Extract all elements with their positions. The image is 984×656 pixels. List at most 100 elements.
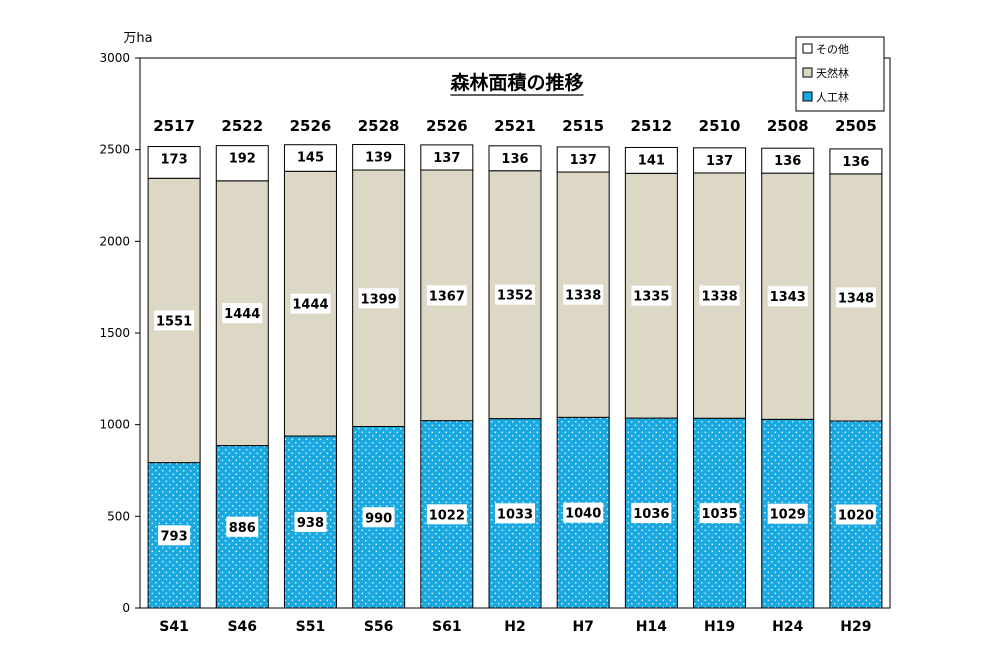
value-label-box xyxy=(222,303,263,324)
value-label: 1029 xyxy=(770,508,806,523)
value-label-box xyxy=(703,149,736,170)
x-tick-label: H19 xyxy=(704,619,735,635)
total-label: 2512 xyxy=(630,117,672,135)
x-tick-label: H14 xyxy=(636,619,667,635)
value-label-box xyxy=(499,147,531,168)
value-label-box xyxy=(426,285,467,306)
value-label-box xyxy=(154,310,195,331)
total-label: 2526 xyxy=(426,117,468,135)
value-label-box xyxy=(226,516,259,537)
value-label-box xyxy=(362,146,395,167)
legend-label: 天然林 xyxy=(816,66,849,80)
bars xyxy=(147,144,883,609)
value-label-box xyxy=(635,149,668,170)
value-label-box xyxy=(839,150,872,171)
x-tick-label: H7 xyxy=(572,619,593,635)
value-label: 1338 xyxy=(565,289,601,304)
y-tick-label: 3000 xyxy=(99,51,130,65)
value-label: 1444 xyxy=(224,307,260,322)
total-label: 2528 xyxy=(358,117,400,135)
total-label: 2517 xyxy=(153,117,195,135)
value-label: 137 xyxy=(433,151,460,166)
value-label: 1335 xyxy=(633,290,669,305)
value-label: 886 xyxy=(229,521,256,536)
total-label: 2515 xyxy=(562,117,604,135)
y-axis-unit-label: 万ha xyxy=(123,31,152,46)
legend-swatch xyxy=(802,67,813,78)
value-label-box xyxy=(699,503,740,524)
total-label: 2505 xyxy=(835,117,877,135)
value-label-box xyxy=(835,287,876,308)
value-label: 1348 xyxy=(838,291,874,306)
value-label-box xyxy=(290,293,331,314)
value-label-box xyxy=(495,284,535,305)
value-label: 136 xyxy=(842,155,869,170)
y-tick-label: 2500 xyxy=(99,143,130,157)
value-label: 136 xyxy=(501,152,528,167)
x-tick-label: H2 xyxy=(504,619,525,635)
value-label: 1551 xyxy=(156,314,192,329)
value-label-box xyxy=(158,525,191,546)
value-label: 139 xyxy=(365,151,392,166)
value-label-box xyxy=(430,146,463,167)
value-label-box xyxy=(495,503,535,524)
value-label: 1022 xyxy=(429,508,465,523)
value-label: 136 xyxy=(774,154,801,169)
total-label: 2521 xyxy=(494,117,536,135)
value-label-box xyxy=(631,285,672,306)
y-tick-label: 500 xyxy=(107,509,130,523)
y-tick-label: 1000 xyxy=(99,418,130,432)
value-label-box xyxy=(362,507,395,528)
value-label-box xyxy=(567,148,600,169)
legend-label: 人工林 xyxy=(816,90,849,104)
value-label-box xyxy=(563,502,604,523)
x-tick-label: S61 xyxy=(432,619,462,635)
x-tick-label: S56 xyxy=(364,619,394,635)
x-tick-label: S41 xyxy=(159,619,189,635)
value-label-box xyxy=(158,148,191,169)
x-tick-label: S51 xyxy=(296,619,326,635)
chart-title: 森林面積の推移 xyxy=(450,71,584,96)
value-label: 1444 xyxy=(292,298,328,313)
value-label: 173 xyxy=(161,153,188,168)
y-tick-label: 2000 xyxy=(99,234,130,248)
value-label: 192 xyxy=(229,152,256,167)
total-label: 2526 xyxy=(290,117,332,135)
legend-swatch xyxy=(802,43,813,54)
value-label: 990 xyxy=(365,511,392,526)
x-tick-label: S46 xyxy=(227,619,257,635)
y-tick-label: 0 xyxy=(122,601,130,615)
chart-title-text: 森林面積の推移 xyxy=(450,71,583,94)
value-label-box xyxy=(426,504,467,525)
data-labels: 793 1551 173 2517 886 1444 192 2522 938 1444 145 25… xyxy=(153,117,877,546)
value-label-box xyxy=(294,146,327,167)
value-label: 793 xyxy=(161,529,188,544)
value-label: 1338 xyxy=(701,290,737,305)
value-label: 1033 xyxy=(497,507,533,522)
total-label: 2508 xyxy=(767,117,809,135)
value-label: 1367 xyxy=(429,289,465,304)
x-tick-label: H29 xyxy=(840,619,871,635)
total-label: 2522 xyxy=(221,117,263,135)
value-label-box xyxy=(294,512,327,533)
value-label: 145 xyxy=(297,151,324,166)
value-label: 1020 xyxy=(838,509,874,524)
value-label-box xyxy=(699,285,740,306)
value-label-box xyxy=(226,147,259,168)
value-label: 1040 xyxy=(565,507,601,522)
value-label-box xyxy=(835,504,876,525)
value-label-box xyxy=(767,286,808,307)
value-label: 141 xyxy=(638,153,665,168)
value-label: 1352 xyxy=(497,289,533,304)
value-label: 1035 xyxy=(701,507,737,522)
value-label-box xyxy=(631,503,672,524)
value-label: 938 xyxy=(297,516,324,531)
value-label: 1343 xyxy=(770,290,806,305)
y-axis: 0 500 1000 1500 2000 2500 3000 xyxy=(99,51,140,615)
x-tick-label: H24 xyxy=(772,619,803,635)
legend-swatch xyxy=(802,91,813,102)
value-label: 137 xyxy=(706,154,733,169)
value-label-box xyxy=(358,288,399,309)
